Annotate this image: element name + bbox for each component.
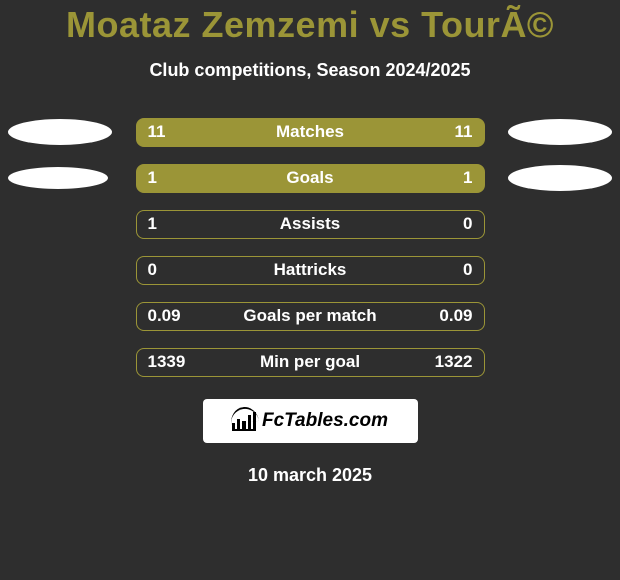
stat-left-value: 1339 — [148, 352, 186, 372]
stat-rows: 11Matches111Goals11Assists00Hattricks00.… — [0, 109, 620, 385]
stat-row: 11 Matches 11 — [0, 109, 620, 155]
stat-row: 1 Assists 0 — [0, 201, 620, 247]
logo-text: FcTables.com — [262, 410, 388, 432]
stat-left-value: 1 — [148, 168, 157, 188]
right-marker-ellipse — [508, 119, 612, 145]
stat-bar: 0 Hattricks 0 — [136, 256, 485, 285]
stat-bar: 1339 Min per goal 1322 — [136, 348, 485, 377]
stat-right-value: 1322 — [435, 352, 473, 372]
stat-right-value: 11 — [455, 122, 473, 142]
left-marker-ellipse — [8, 167, 108, 189]
logo-chart-icon — [232, 411, 256, 431]
stat-bar: 1 Goals 1 — [136, 164, 485, 193]
stat-right-value: 1 — [463, 168, 472, 188]
stat-bar: 1 Assists 0 — [136, 210, 485, 239]
stat-label: Min per goal — [260, 352, 360, 372]
logo-box: FcTables.com — [203, 399, 418, 443]
stat-row: 1339 Min per goal 1322 — [0, 339, 620, 385]
stat-row: 0.09 Goals per match 0.09 — [0, 293, 620, 339]
right-marker-ellipse — [508, 165, 612, 191]
stat-label: Goals per match — [243, 306, 376, 326]
stat-right-value: 0 — [463, 260, 472, 280]
page-title: Moataz Zemzemi vs TourÃ© — [0, 4, 620, 46]
stat-bar: 0.09 Goals per match 0.09 — [136, 302, 485, 331]
stat-right-value: 0 — [463, 214, 472, 234]
stat-left-value: 1 — [148, 214, 157, 234]
stat-left-value: 0.09 — [148, 306, 181, 326]
stat-row: 0 Hattricks 0 — [0, 247, 620, 293]
stat-left-value: 11 — [148, 122, 166, 142]
stat-left-value: 0 — [148, 260, 157, 280]
stat-row: 1 Goals 1 — [0, 155, 620, 201]
stat-label: Assists — [280, 214, 340, 234]
date-text: 10 march 2025 — [0, 465, 620, 486]
subtitle: Club competitions, Season 2024/2025 — [0, 60, 620, 81]
stat-label: Matches — [276, 122, 344, 142]
infographic-container: Moataz Zemzemi vs TourÃ© Club competitio… — [0, 0, 620, 580]
stat-bar: 11 Matches 11 — [136, 118, 485, 147]
left-marker-ellipse — [8, 119, 112, 145]
stat-label: Hattricks — [274, 260, 347, 280]
stat-label: Goals — [286, 168, 333, 188]
stat-right-value: 0.09 — [439, 306, 472, 326]
